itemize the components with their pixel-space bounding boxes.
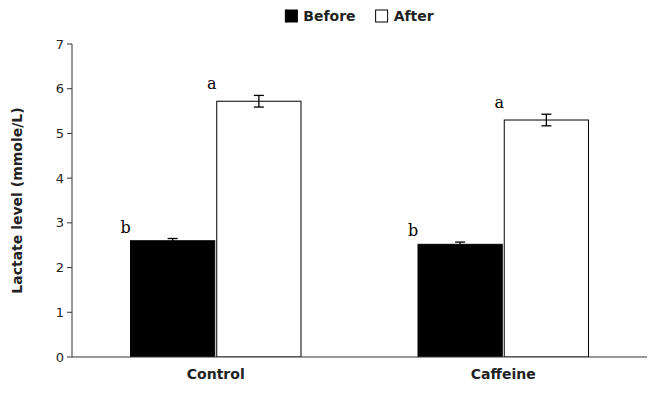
- x-axis: Control Caffeine: [72, 357, 647, 382]
- plot-marks: [131, 95, 589, 357]
- error-cap: [254, 95, 264, 96]
- y-axis: 0 1 2 3 4 5 6 7: [56, 37, 72, 365]
- error-stem: [546, 114, 547, 126]
- bar: [418, 244, 502, 357]
- error-cap: [254, 106, 264, 107]
- legend-label: Before: [303, 8, 355, 24]
- y-tick-label: 4: [56, 171, 64, 186]
- y-tick: [67, 267, 72, 268]
- error-cap: [455, 241, 465, 242]
- significance-letter: a: [207, 74, 217, 93]
- error-cap: [168, 242, 178, 243]
- bar: [131, 241, 215, 357]
- y-tick: [67, 133, 72, 134]
- error-cap: [541, 114, 551, 115]
- error-stem: [459, 242, 460, 246]
- legend-swatch: [376, 10, 388, 22]
- error-cap: [455, 246, 465, 247]
- error-cap: [168, 238, 178, 239]
- legend: Before After: [285, 8, 433, 24]
- x-axis-line: [72, 357, 647, 358]
- error-bar: [455, 242, 465, 246]
- y-axis-label: Lactate level (mmole/L): [9, 107, 25, 293]
- y-tick: [67, 357, 72, 358]
- y-tick-label: 0: [56, 350, 64, 365]
- error-bar: [168, 239, 178, 243]
- y-axis-line: [72, 44, 73, 357]
- y-tick-label: 6: [56, 81, 64, 96]
- y-tick-label: 1: [56, 305, 64, 320]
- y-tick: [67, 222, 72, 223]
- chart-container: b a b a 0 1 2 3 4 5 6 7 Lactate level (mmole/L) Contr…: [0, 0, 667, 397]
- y-tick: [67, 44, 72, 45]
- annotations: b a b a: [120, 74, 504, 240]
- significance-letter: b: [120, 218, 130, 237]
- error-cap: [541, 125, 551, 126]
- significance-letter: a: [494, 93, 504, 112]
- x-tick-label: Control: [187, 366, 245, 382]
- chart-svg: b a b a 0 1 2 3 4 5 6 7 Lactate level (mmole/L) Contr…: [0, 0, 667, 397]
- y-tick-label: 2: [56, 260, 64, 275]
- error-stem: [258, 95, 259, 107]
- y-tick-label: 3: [56, 215, 64, 230]
- bar: [217, 101, 301, 357]
- y-tick-label: 5: [56, 126, 64, 141]
- y-tick-label: 7: [56, 37, 64, 52]
- legend-label: After: [394, 8, 434, 24]
- error-bar: [541, 114, 551, 126]
- y-tick: [67, 178, 72, 179]
- x-tick-label: Caffeine: [471, 366, 536, 382]
- legend-swatch: [285, 10, 297, 22]
- y-tick: [67, 312, 72, 313]
- y-tick: [67, 88, 72, 89]
- significance-letter: b: [408, 221, 418, 240]
- error-bar: [254, 95, 264, 107]
- bar: [504, 120, 588, 357]
- error-stem: [172, 239, 173, 243]
